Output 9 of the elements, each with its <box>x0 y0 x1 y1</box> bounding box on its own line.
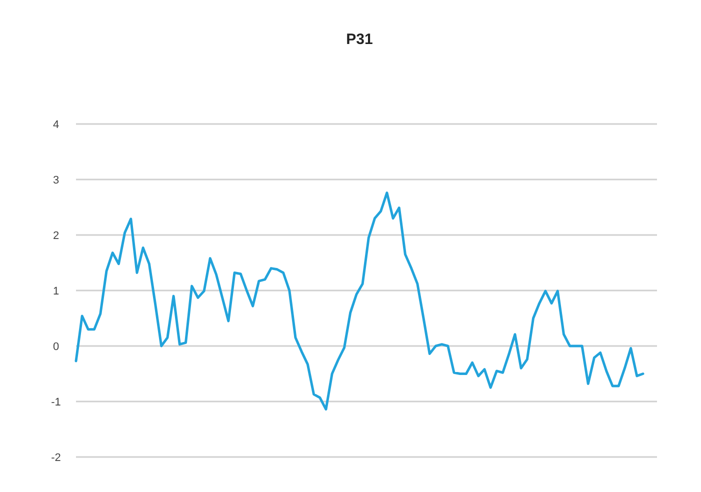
y-tick-label: 0 <box>52 340 60 353</box>
y-tick-label: -1 <box>51 396 61 408</box>
y-tick-label: 1 <box>52 285 60 298</box>
y-tick-label: 2 <box>52 230 60 242</box>
y-tick-label: 4 <box>52 118 60 131</box>
chart-title: P31 <box>346 31 373 48</box>
y-tick-label: -2 <box>51 452 61 464</box>
line-series <box>74 192 644 411</box>
y-tick-label: 3 <box>52 174 60 186</box>
